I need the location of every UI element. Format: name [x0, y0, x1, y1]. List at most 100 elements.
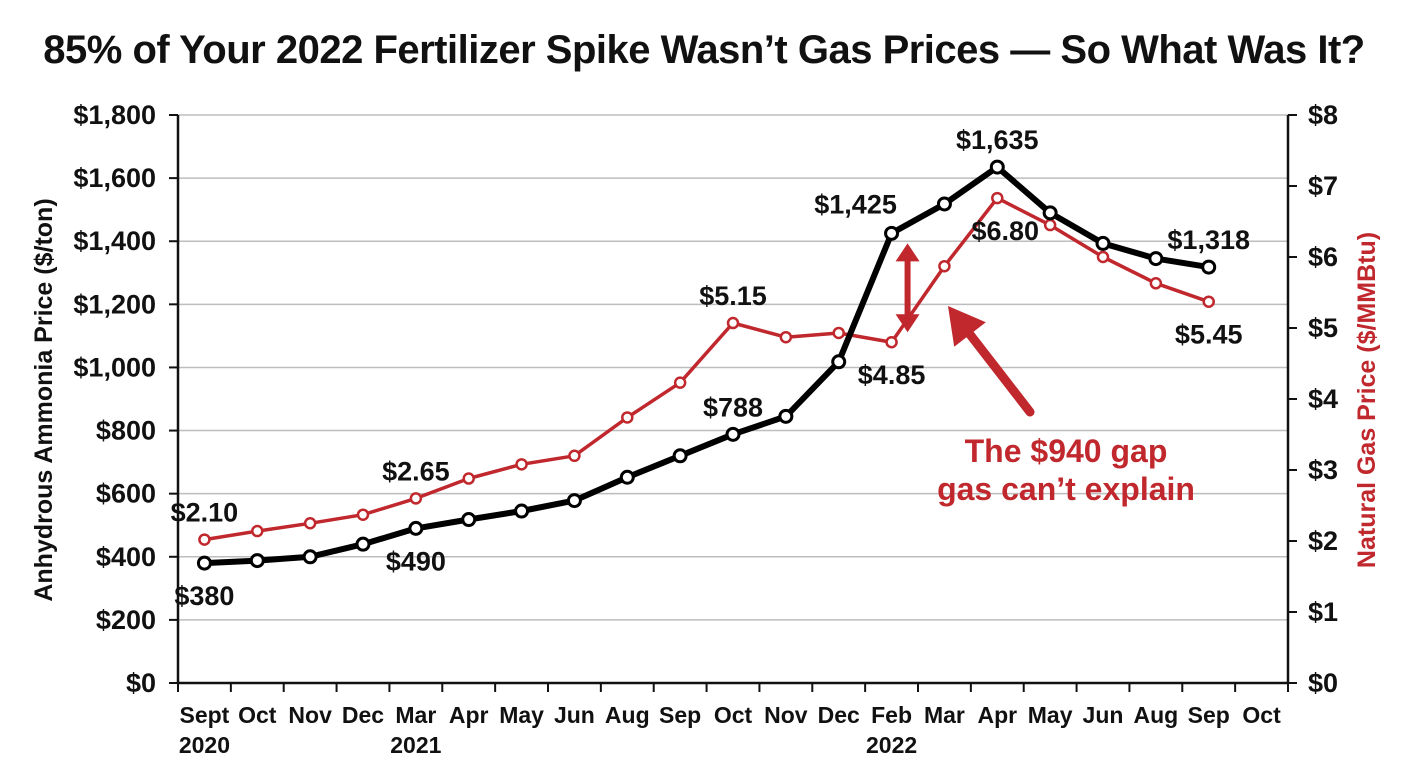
callout-arrow-head [948, 306, 986, 347]
gas-price-line [202, 196, 1211, 542]
gas-data-point [515, 458, 528, 471]
x-year-label: 2020 [179, 732, 230, 758]
x-year-label: 2021 [390, 732, 441, 758]
x-tick-label: Oct [714, 702, 753, 728]
ammonia-price-line [201, 164, 1212, 567]
x-tick-label: Nov [288, 702, 332, 728]
data-label: $6.80 [971, 216, 1039, 246]
ammonia-data-point [249, 553, 265, 569]
ammonia-data-point [989, 159, 1005, 175]
x-tick-label: May [1028, 702, 1073, 728]
ammonia-data-point [1201, 259, 1217, 275]
x-tick-label: Sep [659, 702, 701, 728]
left-tick-label: $800 [96, 416, 156, 446]
right-tick-label: $8 [1308, 100, 1338, 130]
x-tick-label: Dec [342, 702, 384, 728]
gas-data-point [1096, 250, 1110, 264]
x-tick-label: Feb [871, 702, 912, 728]
gap-arrow-head-top [895, 243, 920, 262]
right-tick-label: $5 [1308, 313, 1338, 343]
ammonia-data-point [831, 354, 847, 370]
data-label: $2.10 [171, 498, 239, 528]
y-axis-label-right: Natural Gas Price ($/MMBtu) [1353, 232, 1381, 568]
x-tick-label: Aug [1133, 702, 1178, 728]
ammonia-data-point [566, 493, 582, 509]
gap-arrow-head-bottom [895, 314, 920, 333]
gas-data-point [198, 533, 211, 546]
chart-title: 85% of Your 2022 Fertilizer Spike Wasn’t… [43, 28, 1365, 72]
ammonia-data-point [514, 503, 530, 519]
x-tick-label: Jun [554, 702, 595, 728]
data-label: $5.15 [699, 281, 767, 311]
left-tick-label: $1,600 [73, 163, 156, 193]
gas-data-point [779, 330, 793, 344]
gas-data-point [673, 376, 687, 389]
x-tick-label: Apr [977, 702, 1017, 728]
data-label: $1,425 [814, 189, 897, 219]
y-axis-label-left: Anhydrous Ammonia Price ($/ton) [30, 198, 58, 601]
data-label: $788 [703, 392, 763, 422]
right-tick-label: $2 [1308, 526, 1338, 556]
x-tick-label: Mar [395, 702, 436, 728]
gas-data-point [726, 316, 740, 330]
left-tick-label: $1,200 [73, 289, 156, 319]
left-tick-label: $0 [126, 668, 156, 698]
callout-arrow-shaft [965, 329, 1035, 417]
data-label: $490 [386, 546, 446, 576]
right-axis-tick-labels: $0 $1 $2 $3 $4 $5 $6 $7 $8 [1308, 100, 1338, 698]
ammonia-data-point [408, 520, 424, 536]
ammonia-data-point [1042, 205, 1058, 221]
series-points [196, 159, 1217, 571]
right-tick-label: $6 [1308, 242, 1338, 272]
series-lines [201, 164, 1212, 567]
ammonia-data-point [725, 426, 741, 442]
callout-text-line: gas can’t explain [937, 471, 1195, 507]
gas-data-point [621, 411, 634, 424]
gas-data-point [832, 326, 845, 340]
ammonia-data-point [778, 408, 794, 424]
ammonia-data-point [302, 549, 318, 565]
gas-data-point [938, 259, 951, 273]
left-tick-label: $1,000 [73, 352, 156, 382]
callout-text-line: The $940 gap [965, 433, 1168, 469]
ammonia-data-point [1148, 251, 1164, 267]
data-label: $2.65 [382, 456, 450, 486]
left-axis-tick-labels: $0 $200 $400 $600 $800 $1,000 $1,200 $1,400 $1,6… [73, 100, 156, 698]
right-tick-label: $0 [1308, 668, 1338, 698]
data-label: $4.85 [858, 360, 926, 390]
left-tick-label: $200 [96, 605, 156, 635]
ammonia-data-point [196, 555, 212, 571]
gas-data-point [409, 492, 423, 505]
data-label: $5.45 [1175, 320, 1243, 350]
ammonia-data-point [619, 469, 635, 485]
x-tick-label: Nov [764, 702, 808, 728]
x-tick-label: Jun [1083, 702, 1124, 728]
x-tick-label: Oct [238, 702, 277, 728]
left-tick-label: $600 [96, 479, 156, 509]
gas-data-point [1149, 277, 1163, 290]
ammonia-data-point [672, 448, 688, 464]
data-labels: $380 $490 $788 $1,425 $1,635 $1,318 $2.10 $2.65… [171, 125, 1250, 611]
x-tick-label: Sep [1188, 702, 1230, 728]
ammonia-data-point [355, 536, 371, 552]
gas-data-point [356, 508, 370, 521]
data-label: $380 [174, 581, 234, 611]
right-tick-label: $4 [1308, 384, 1338, 414]
ammonia-data-point [884, 225, 900, 241]
ammonia-data-point [936, 196, 952, 212]
x-tick-label: Apr [449, 702, 489, 728]
data-label: $1,318 [1167, 225, 1250, 255]
x-tick-label: Aug [605, 702, 650, 728]
x-axis-tick-labels: Sept Oct Nov Dec Mar Apr May Jun Aug Sep Oct Nov Dec… [179, 702, 1281, 758]
right-tick-label: $1 [1308, 597, 1338, 627]
x-tick-label: May [499, 702, 544, 728]
ammonia-data-point [461, 512, 477, 528]
gas-data-point [991, 191, 1004, 205]
axes [169, 114, 1297, 692]
x-tick-label: Mar [924, 702, 965, 728]
left-tick-label: $1,400 [73, 226, 156, 256]
data-label: $1,635 [956, 125, 1039, 155]
x-year-label: 2022 [866, 732, 917, 758]
